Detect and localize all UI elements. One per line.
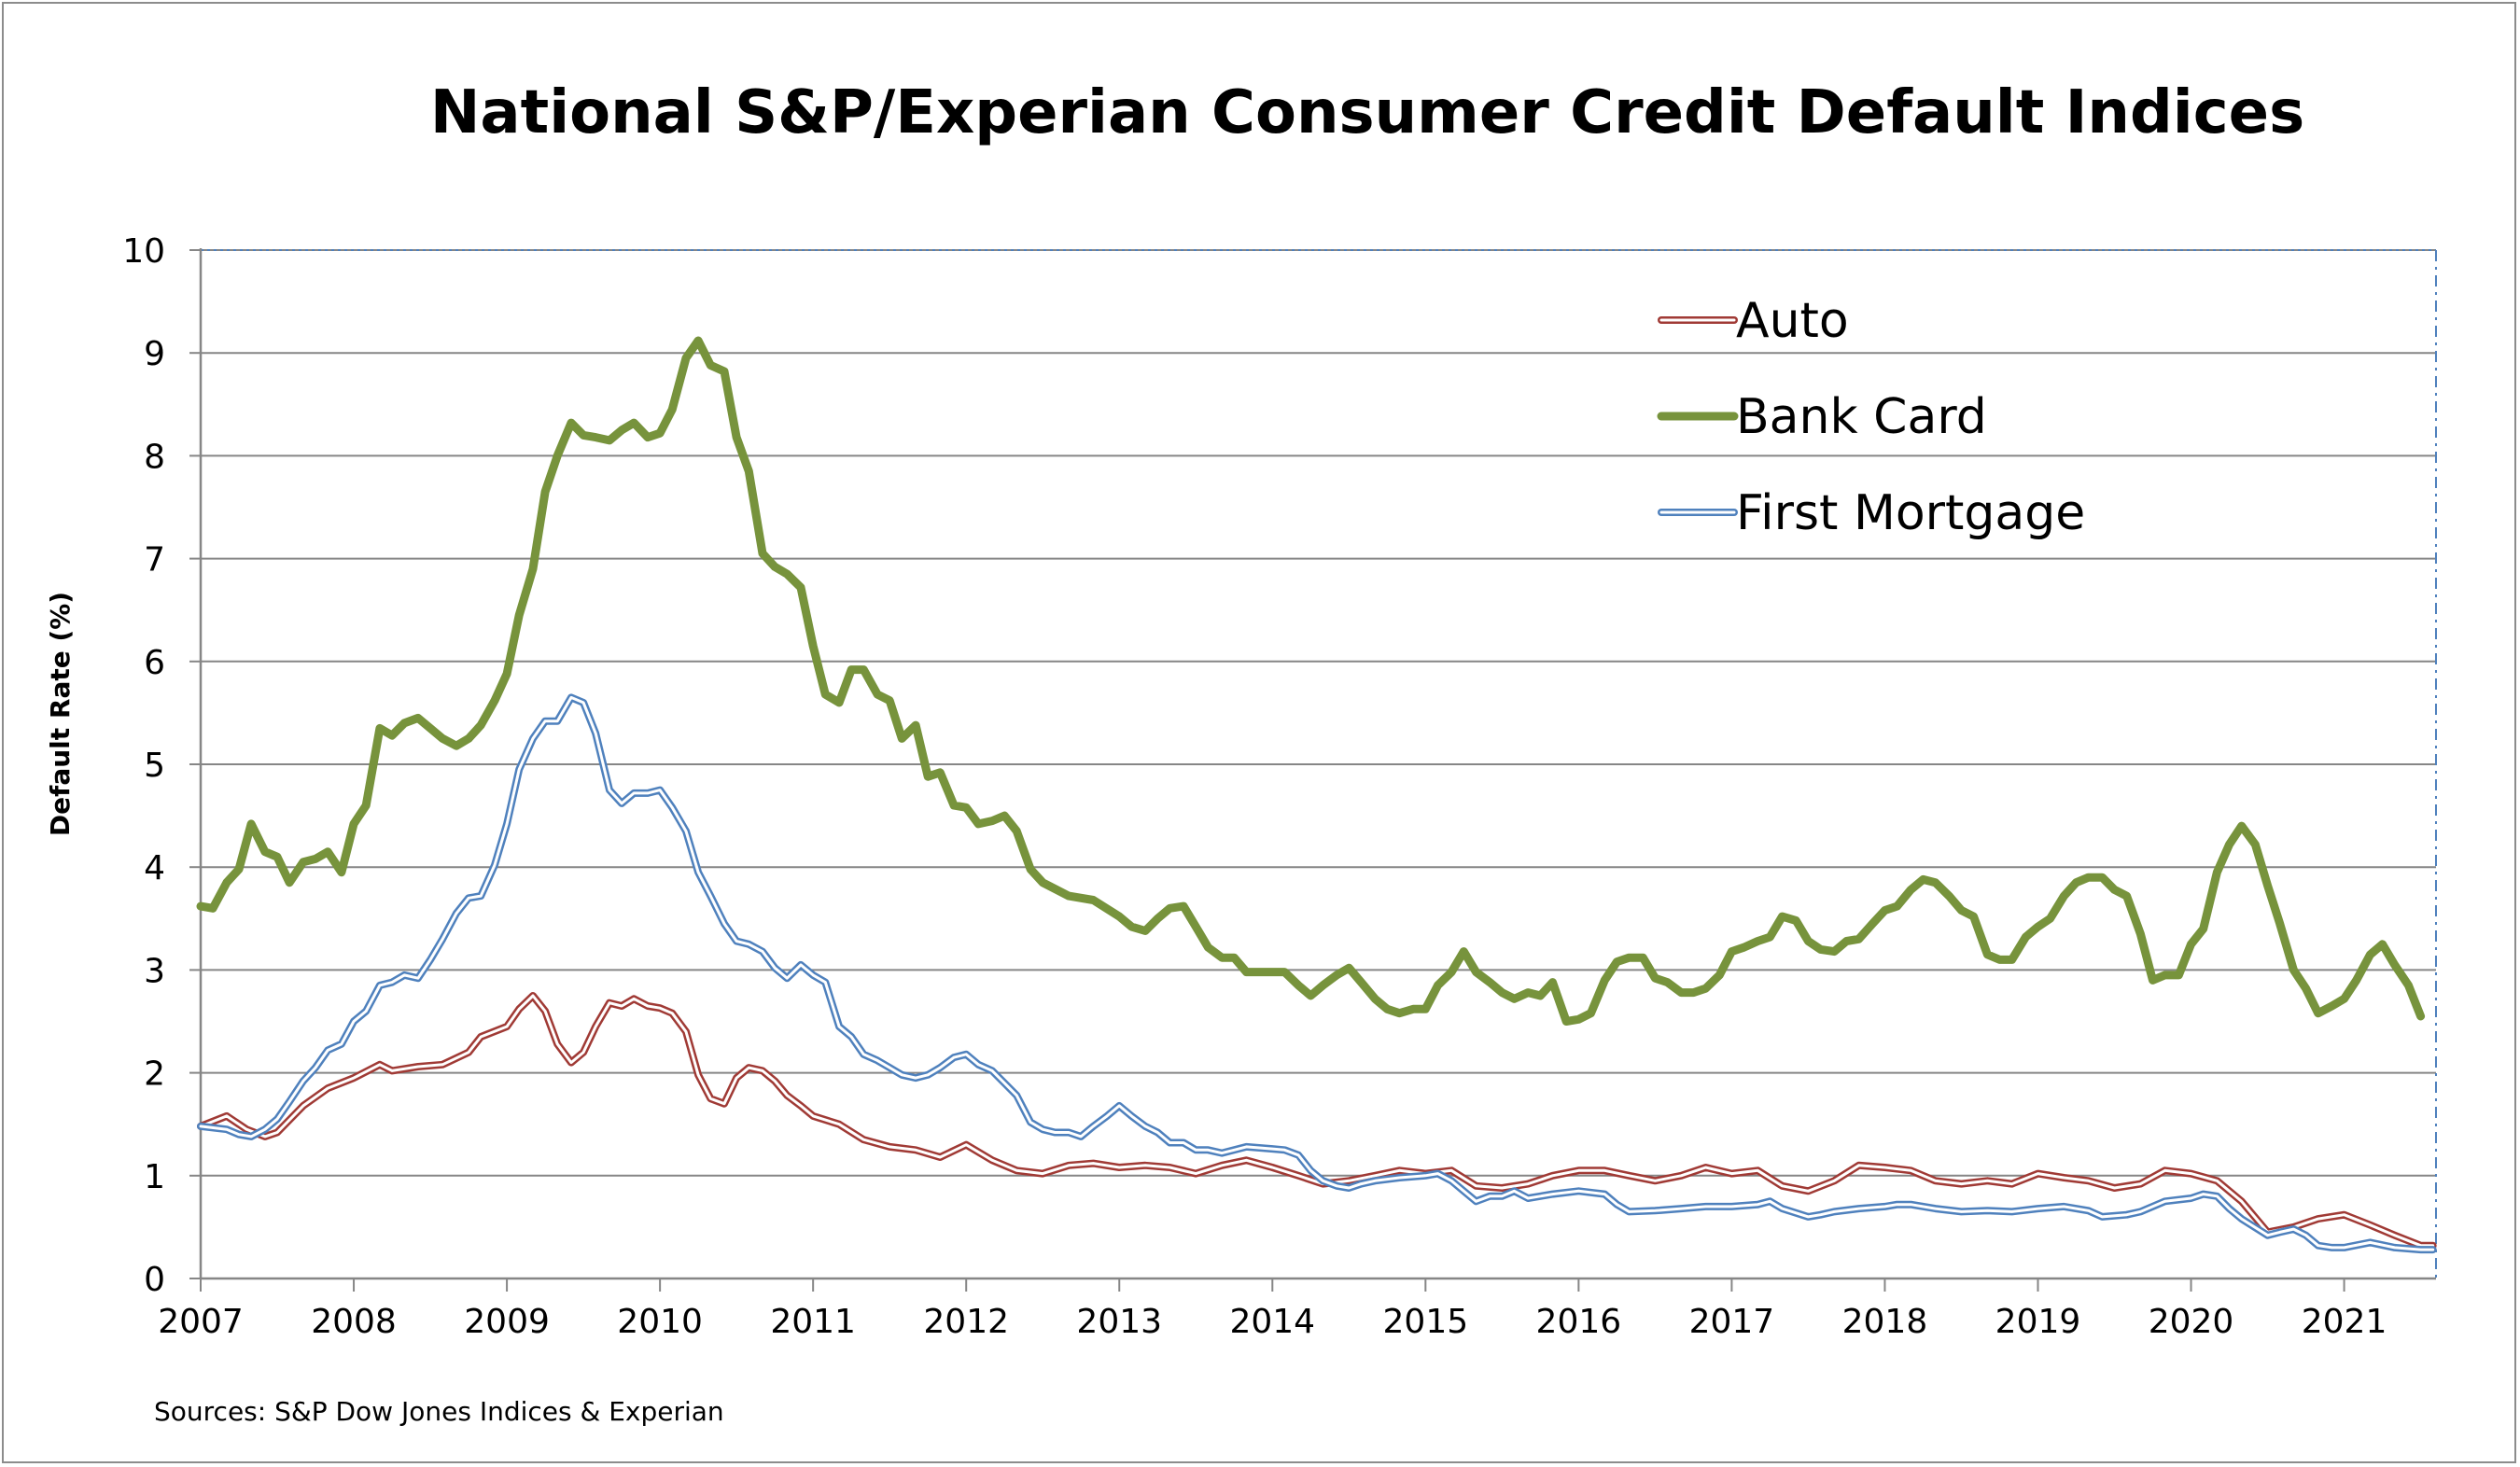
y-tick-label: 2 bbox=[144, 1055, 165, 1094]
y-tick-label: 0 bbox=[144, 1261, 165, 1299]
series-auto bbox=[197, 992, 2437, 1250]
legend-label: Bank Card bbox=[1736, 389, 1987, 445]
series-lines bbox=[196, 336, 2437, 1254]
y-tick-label: 8 bbox=[144, 438, 165, 476]
y-tick-label: 5 bbox=[144, 747, 165, 785]
x-tick-label: 2013 bbox=[1076, 1303, 1162, 1341]
x-tick-label: 2007 bbox=[158, 1303, 244, 1341]
y-tick-label: 10 bbox=[122, 232, 165, 271]
x-tick-label: 2008 bbox=[311, 1303, 397, 1341]
x-tick-label: 2020 bbox=[2149, 1303, 2234, 1341]
x-tick-labels: 2007 2008 2009 2010 2011 2012 2013 2014 2015 2016… bbox=[158, 1303, 2387, 1341]
legend-label: Auto bbox=[1736, 293, 1849, 349]
y-tick-label: 9 bbox=[144, 335, 165, 373]
x-tick-label: 2021 bbox=[2302, 1303, 2387, 1341]
series-line-outer bbox=[197, 992, 2437, 1250]
series-first-mortgage bbox=[197, 693, 2437, 1254]
legend-item-first-mortgage: First Mortgage bbox=[1658, 485, 2085, 541]
series-line bbox=[196, 336, 2426, 1026]
legend-item-auto: Auto bbox=[1658, 293, 1849, 349]
y-tick-label: 7 bbox=[144, 541, 165, 580]
y-tick-label: 4 bbox=[144, 849, 165, 887]
source-note: Sources: S&P Dow Jones Indices & Experia… bbox=[154, 1396, 724, 1427]
x-tick-label: 2019 bbox=[1995, 1303, 2081, 1341]
legend: Auto Bank Card First Mortgage bbox=[1657, 293, 2085, 541]
gridlines bbox=[201, 249, 2436, 1177]
series-line-inner bbox=[199, 695, 2435, 1251]
legend-label: First Mortgage bbox=[1736, 485, 2085, 541]
x-tick-label: 2012 bbox=[923, 1303, 1009, 1341]
x-tick-label: 2017 bbox=[1689, 1303, 1775, 1341]
x-tick-label: 2014 bbox=[1229, 1303, 1315, 1341]
series-line-inner bbox=[199, 994, 2435, 1248]
series-bank-card bbox=[196, 336, 2426, 1026]
x-tick-label: 2015 bbox=[1383, 1303, 1469, 1341]
x-tick-label: 2011 bbox=[770, 1303, 856, 1341]
x-tick-label: 2016 bbox=[1536, 1303, 1622, 1341]
chart-title: National S&P/Experian Consumer Credit De… bbox=[430, 78, 2304, 147]
y-tick-label: 3 bbox=[144, 952, 165, 990]
axes bbox=[189, 248, 2437, 1292]
y-axis-label: Default Rate (%) bbox=[45, 592, 76, 836]
y-tick-labels: 0 1 2 3 4 5 6 7 8 9 10 bbox=[122, 232, 165, 1299]
legend-item-bank-card: Bank Card bbox=[1657, 389, 1987, 445]
x-tick-label: 2010 bbox=[617, 1303, 703, 1341]
x-tick-label: 2009 bbox=[464, 1303, 550, 1341]
series-line-outer bbox=[197, 693, 2437, 1254]
y-tick-label: 1 bbox=[144, 1158, 165, 1196]
y-tick-label: 6 bbox=[144, 644, 165, 682]
x-tick-label: 2018 bbox=[1842, 1303, 1928, 1341]
